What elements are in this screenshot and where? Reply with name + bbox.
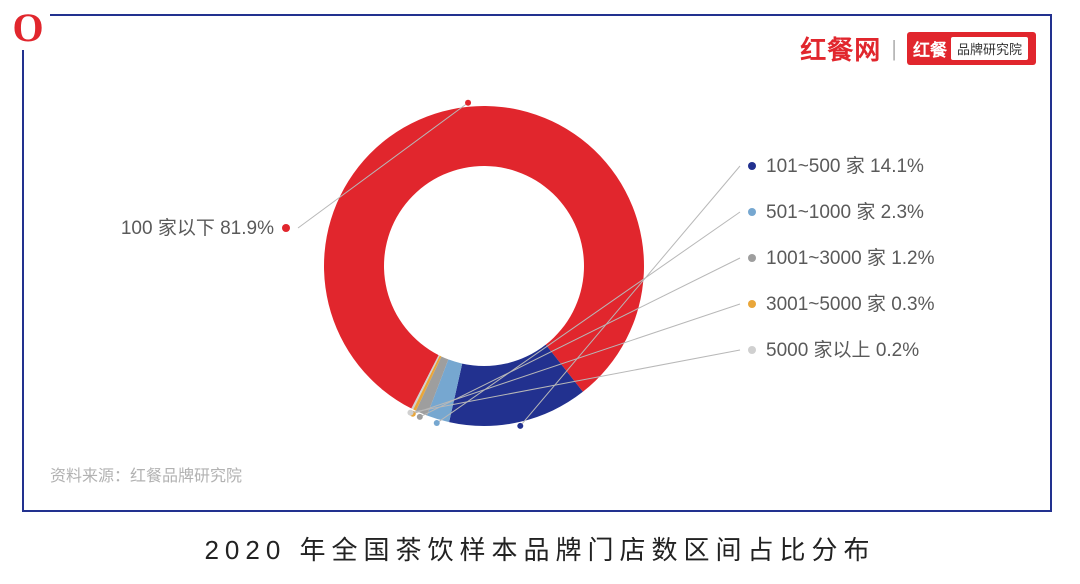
slice-label-101_500: 101~500 家 14.1% — [766, 155, 924, 177]
donut-slice-lt100 — [324, 106, 644, 409]
slice-label-3001_5000: 3001~5000 家 0.3% — [766, 293, 935, 315]
slice-label-gt5000: 5000 家以上 0.2% — [766, 339, 919, 361]
slice-label-501_1000: 501~1000 家 2.3% — [766, 201, 924, 223]
corner-logo: O — [6, 6, 50, 50]
corner-logo-letter: O — [12, 8, 43, 48]
chart-caption: 2020 年全国茶饮样本品牌门店数区间占比分布 — [0, 530, 1080, 567]
source-note: 资料来源：红餐品牌研究院 — [50, 462, 242, 486]
chart-frame: 红餐网 | 红餐 品牌研究院 100 家以下 81.9%101~500 家 14… — [22, 14, 1052, 512]
slice-label-lt100: 100 家以下 81.9% — [121, 217, 274, 239]
slice-label-1001_3000: 1001~3000 家 1.2% — [766, 247, 935, 269]
donut-chart: 100 家以下 81.9% 101~500 家 14.1% 501~1000 家 2… — [24, 16, 1050, 510]
